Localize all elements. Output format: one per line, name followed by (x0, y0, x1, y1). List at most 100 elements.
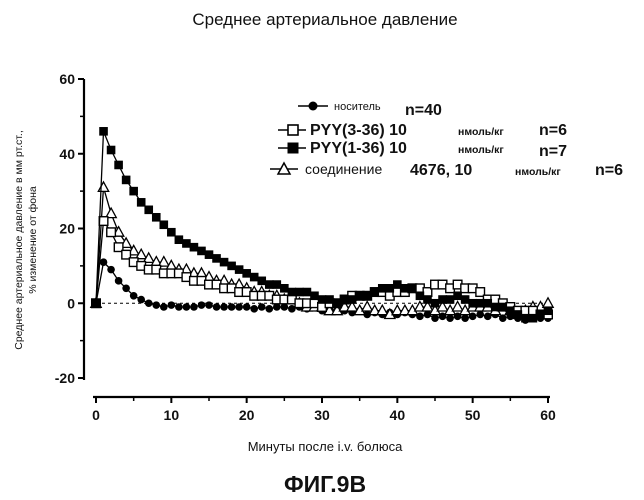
data-point-open-square (99, 217, 108, 226)
data-point-filled-circle (122, 285, 130, 293)
data-point-filled-square (318, 295, 327, 304)
legend-n-compound: n=6 (595, 162, 623, 179)
data-point-filled-square (506, 306, 515, 315)
data-point-filled-square (182, 239, 191, 248)
data-point-filled-circle (265, 305, 273, 313)
legend-label-pyy1-36: PYY(1-36) 10 (310, 140, 407, 157)
legend-label-pyy3-36: PYY(3-36) 10 (310, 122, 407, 139)
legend-marker-filled-circle (309, 102, 318, 111)
data-point-filled-square (514, 310, 523, 319)
data-point-filled-square (393, 280, 402, 289)
data-point-filled-square (144, 206, 153, 215)
legend-n-pyy1-36: n=7 (539, 143, 567, 160)
data-point-filled-square (250, 273, 259, 282)
data-point-filled-square (386, 284, 395, 293)
legend-unit-pyy3-36: нмоль/кг (458, 126, 504, 138)
data-point-filled-circle (175, 303, 183, 311)
data-point-filled-square (205, 250, 214, 259)
data-point-filled-square (175, 235, 184, 244)
x-tick-label: 60 (540, 407, 556, 423)
data-point-filled-square (295, 288, 304, 297)
legend-entry-vehicle: носитель n=40 (298, 101, 442, 119)
legend-n-pyy3-36: n=6 (539, 122, 567, 139)
legend-label-compound: соединение (305, 161, 382, 177)
y-tick-label: 20 (59, 221, 75, 237)
data-point-filled-square (476, 299, 485, 308)
y-tick-label: 0 (67, 295, 75, 311)
data-point-filled-square (114, 161, 123, 170)
data-point-filled-square (536, 310, 545, 319)
data-point-filled-square (257, 277, 266, 286)
legend-dose-compound: 4676, 10 (410, 162, 472, 179)
data-point-open-triangle (362, 302, 372, 312)
data-point-filled-circle (152, 301, 160, 309)
data-point-filled-circle (107, 266, 115, 274)
data-point-filled-square (431, 299, 440, 308)
data-point-filled-square (190, 243, 199, 252)
data-point-filled-square (521, 314, 530, 323)
legend-entry-pyy3-36: PYY(3-36) 10 нмоль/кг n=6 (278, 122, 567, 139)
data-point-filled-square (333, 299, 342, 308)
data-point-filled-square (212, 254, 221, 263)
data-point-filled-circle (446, 314, 454, 322)
y-tick-label: -20 (55, 370, 75, 386)
data-point-open-triangle (377, 305, 387, 315)
data-point-filled-circle (228, 303, 236, 311)
x-tick-label: 40 (390, 407, 406, 423)
data-point-filled-square (160, 220, 169, 229)
data-point-filled-square (137, 198, 146, 207)
data-point-filled-square (242, 269, 251, 278)
data-point-filled-circle (220, 303, 228, 311)
data-point-filled-square (303, 288, 312, 297)
data-point-filled-circle (168, 301, 176, 309)
data-point-filled-circle (499, 314, 507, 322)
data-point-filled-square (92, 299, 101, 308)
data-point-filled-circle (243, 303, 251, 311)
data-point-filled-square (107, 146, 116, 155)
data-point-filled-circle (145, 299, 153, 307)
data-point-filled-square (355, 291, 364, 300)
data-point-filled-square (310, 291, 319, 300)
data-point-filled-square (491, 303, 500, 312)
data-point-filled-square (340, 295, 349, 304)
data-point-filled-circle (190, 303, 198, 311)
data-point-filled-square (408, 284, 417, 293)
data-point-filled-circle (183, 303, 191, 311)
figure-label: ФИГ.9В (284, 471, 366, 497)
legend-unit-pyy1-36: нмоль/кг (458, 144, 504, 156)
data-point-filled-circle (250, 305, 258, 313)
x-tick-label: 0 (92, 407, 100, 423)
data-point-filled-circle (198, 301, 206, 309)
data-point-filled-square (122, 176, 131, 185)
data-point-filled-circle (100, 258, 108, 266)
x-axis-label: Минуты после i.v. болюса (248, 439, 403, 454)
data-point-filled-square (499, 303, 508, 312)
data-point-filled-square (461, 295, 470, 304)
data-point-filled-square (363, 291, 372, 300)
x-tick-label: 10 (164, 407, 180, 423)
data-point-filled-circle (461, 314, 469, 322)
data-point-filled-square (401, 284, 410, 293)
y-axis-label-group: Среднее артериальное давление в мм рт.ст… (13, 130, 39, 350)
data-point-filled-square (152, 213, 161, 222)
y-tick-label: 40 (59, 146, 75, 162)
data-point-filled-square (370, 288, 379, 297)
legend-entry-compound: соединение 4676, 10 нмоль/кг n=6 (270, 161, 623, 179)
data-point-filled-square (423, 295, 432, 304)
legend-n-vehicle: n=40 (405, 102, 442, 119)
data-point-filled-square (446, 295, 455, 304)
y-axis-label-line2: % изменение от фона (27, 186, 39, 294)
data-point-filled-square (167, 228, 176, 237)
legend-marker-filled-square (288, 143, 298, 153)
legend-label-vehicle: носитель (334, 101, 381, 113)
data-point-filled-circle (137, 296, 145, 304)
data-point-filled-circle (115, 277, 123, 285)
data-point-filled-square (235, 265, 244, 274)
x-tick-label: 50 (465, 407, 481, 423)
data-point-filled-square (99, 127, 108, 136)
y-axis-label-line1: Среднее артериальное давление в мм рт.ст… (13, 130, 25, 350)
data-point-filled-square (273, 280, 282, 289)
data-point-filled-square (453, 291, 462, 300)
